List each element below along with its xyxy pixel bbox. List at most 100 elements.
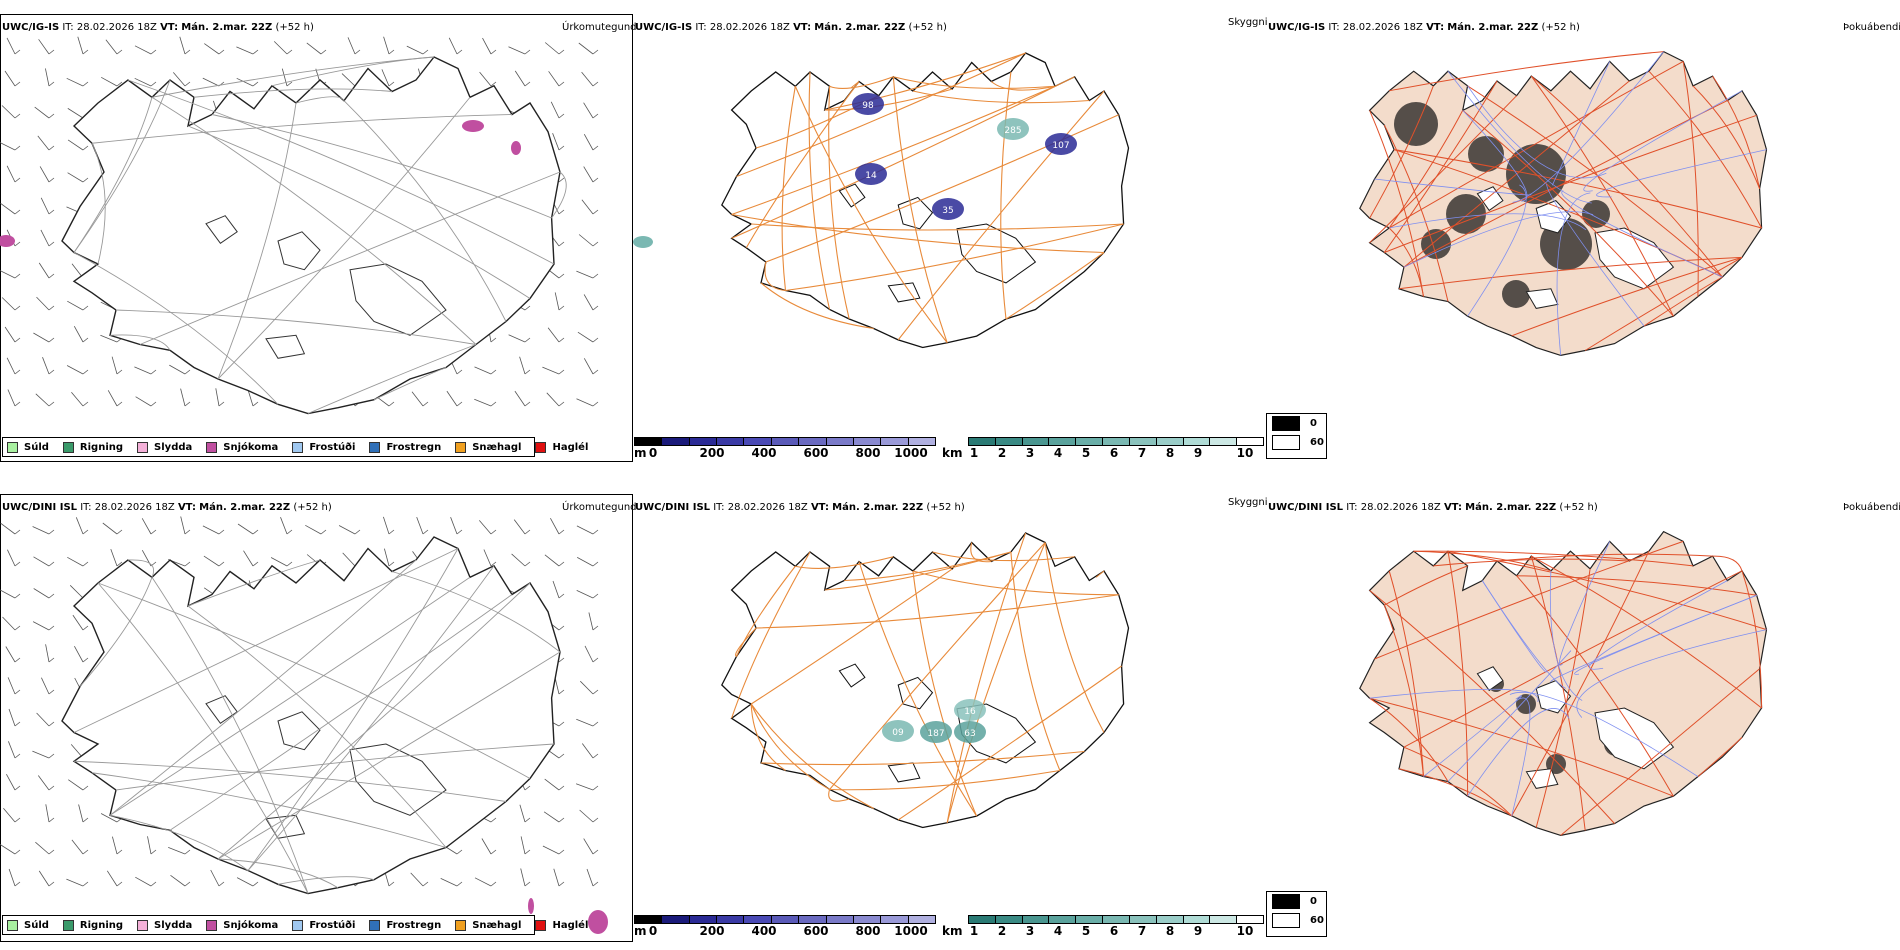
road xyxy=(271,56,435,87)
wind-barb-flag xyxy=(184,369,191,375)
wind-barb-flag xyxy=(116,81,123,87)
wind-barb xyxy=(7,549,16,567)
river xyxy=(1467,708,1570,797)
road xyxy=(1389,51,1664,92)
colorbar-tick: 1000 xyxy=(894,446,928,460)
visibility-colorbar-cells xyxy=(968,437,1264,446)
wind-barb-flag xyxy=(592,753,599,759)
river xyxy=(1552,61,1611,186)
wind-barb xyxy=(381,69,390,87)
road xyxy=(731,551,811,719)
wind-barb xyxy=(543,811,560,823)
cloud-swatch xyxy=(1272,435,1300,450)
wind-barb-flag xyxy=(48,337,55,343)
wind-barb-flag xyxy=(184,849,191,855)
wind-barb-flag xyxy=(82,561,89,567)
colorbar-tick: 7 xyxy=(1137,924,1147,938)
wind-barb-flag xyxy=(82,401,89,407)
wind-barb xyxy=(305,524,322,535)
title-visibility-dini: Skyggni xyxy=(1228,497,1268,508)
road xyxy=(1403,570,1743,748)
road xyxy=(217,651,561,860)
road xyxy=(1384,114,1757,253)
wind-barb xyxy=(581,199,594,215)
wind-barb xyxy=(236,877,254,887)
legend-item: Frostúði xyxy=(292,919,355,931)
road xyxy=(551,171,567,219)
wind-barb-flag xyxy=(558,561,565,567)
wind-barb xyxy=(37,135,50,151)
wind-barb xyxy=(588,612,594,631)
colorbar-cell xyxy=(1022,916,1050,923)
wind-barb xyxy=(576,270,594,279)
visibility-colorbar-dini: 1 2 3 4 5 6 7 8 9 10 km xyxy=(942,915,1264,938)
road xyxy=(794,86,948,344)
road xyxy=(1467,85,1723,278)
road xyxy=(946,542,1046,823)
wind-barb-flag xyxy=(14,369,21,375)
road xyxy=(1383,80,1498,253)
wind-barb xyxy=(106,870,118,887)
wind-barb-flag xyxy=(150,849,157,855)
title-fog-igis: Þokuábendi xyxy=(1843,22,1900,33)
wind-barb-flag xyxy=(524,81,531,87)
colorbar-cell xyxy=(1076,916,1104,923)
title-precip-igis: Úrkomutegund xyxy=(562,22,637,33)
wind-barb-flag xyxy=(354,529,361,535)
wind-barb xyxy=(544,554,560,567)
road xyxy=(1369,85,1434,219)
wind-barb xyxy=(448,37,458,55)
wind-barb xyxy=(38,262,50,279)
road xyxy=(109,334,171,351)
wind-barb-flag xyxy=(116,49,123,55)
wind-barb-flag xyxy=(82,881,89,887)
wind-barb-flag xyxy=(14,785,21,791)
wind-barb xyxy=(7,677,16,695)
river xyxy=(1546,183,1645,327)
wind-barb xyxy=(210,869,220,887)
road xyxy=(91,772,447,848)
colorbar-tick: 1 xyxy=(969,924,979,938)
wind-barb xyxy=(168,847,186,855)
height-colorbar-dini: 0 200 400 600 800 1000 m xyxy=(634,915,936,938)
wind-barb xyxy=(75,517,84,535)
wind-barb xyxy=(576,718,594,727)
road xyxy=(858,561,978,817)
wind-barb xyxy=(77,36,84,55)
colorbar-cell xyxy=(1210,438,1238,445)
road xyxy=(764,261,786,292)
wind-barb xyxy=(67,556,84,567)
wind-barb xyxy=(583,838,594,855)
wind-barb xyxy=(6,37,16,55)
colorbar-tick: 6 xyxy=(1109,924,1119,938)
wind-barb-flag xyxy=(558,369,565,375)
road xyxy=(795,556,894,569)
river xyxy=(1558,541,1611,666)
road-network xyxy=(73,56,567,414)
fog-area xyxy=(1394,102,1438,146)
wind-barb-flag xyxy=(82,785,89,791)
road xyxy=(990,81,1056,91)
wind-barb xyxy=(202,525,220,535)
wind-barb-flag xyxy=(252,561,259,567)
wind-barb xyxy=(36,296,50,311)
glacier-outline xyxy=(349,743,447,816)
wind-barb-flag xyxy=(252,401,259,407)
wind-barb xyxy=(3,808,16,823)
wind-barb xyxy=(35,841,50,855)
road xyxy=(151,577,309,894)
road xyxy=(828,86,850,320)
road xyxy=(91,114,513,144)
road xyxy=(1712,75,1761,189)
wind-barb-flag xyxy=(48,49,55,55)
colorbar-tick: 8 xyxy=(1165,446,1175,460)
colorbar-tick: 600 xyxy=(803,446,829,460)
wind-barb xyxy=(67,300,84,311)
road xyxy=(91,143,106,265)
wind-barb-flag xyxy=(184,881,191,887)
glacier-outline xyxy=(277,711,321,751)
wind-barb-flag xyxy=(558,81,565,87)
river xyxy=(1576,629,1767,718)
visibility-area xyxy=(932,198,964,220)
visibility-colorbar-ticks: 1 2 3 4 5 6 7 8 9 10 xyxy=(968,446,1264,460)
